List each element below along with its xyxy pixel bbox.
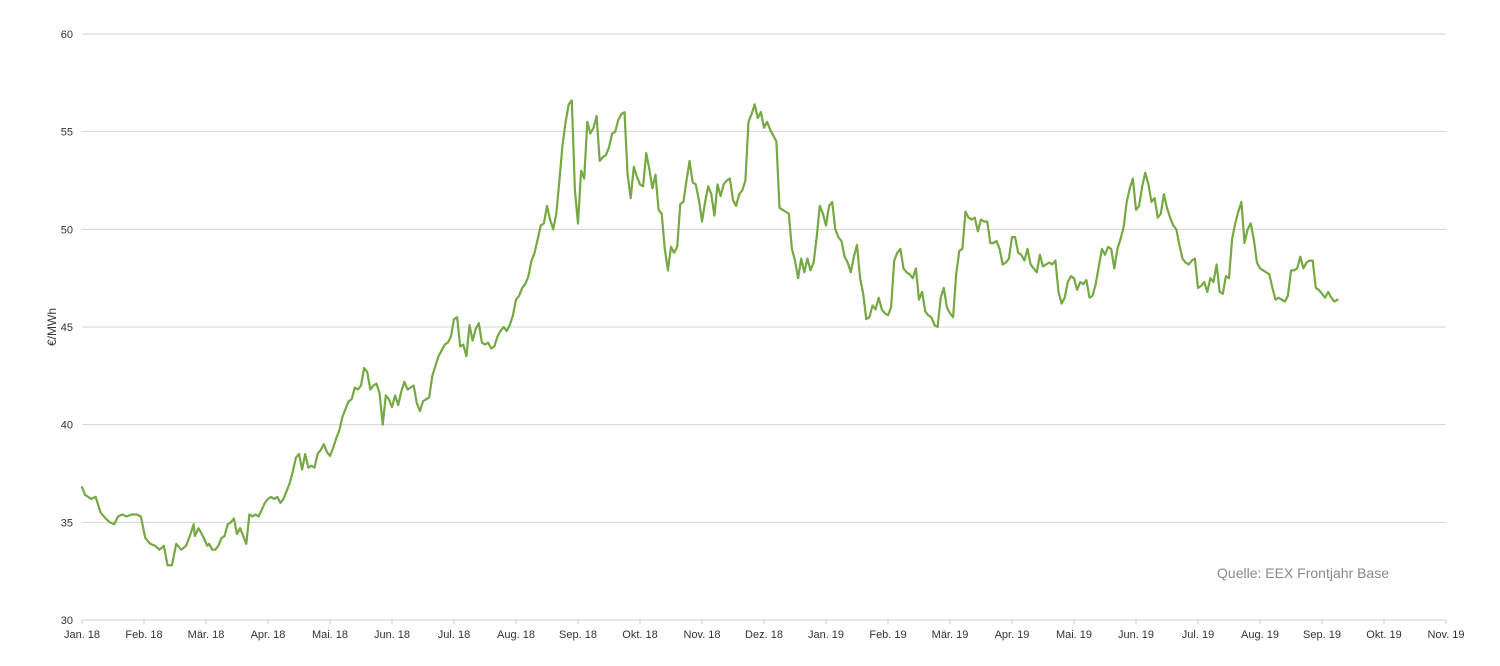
x-tick-label: Mai. 18 — [312, 629, 348, 641]
y-tick-label: 50 — [61, 224, 73, 236]
y-tick-label: 40 — [61, 420, 73, 432]
y-axis-tick-labels: 30 35 40 45 50 55 60 — [61, 29, 73, 627]
x-tick-label: Jan. 19 — [808, 629, 844, 641]
x-tick-label: Okt. 19 — [1366, 629, 1401, 641]
y-tick-label: 60 — [61, 29, 73, 41]
y-tick-label: 45 — [61, 322, 73, 334]
x-tick-label: Sep. 19 — [1303, 629, 1341, 641]
x-tick-label: Aug. 18 — [497, 629, 535, 641]
gridlines — [82, 33, 1446, 523]
x-tick-label: Mär. 18 — [188, 629, 225, 641]
x-tick-label: Dez. 18 — [745, 629, 783, 641]
x-tick-label: Feb. 18 — [125, 629, 162, 641]
x-tick-label: Jul. 19 — [1182, 629, 1214, 641]
x-tick-label: Jun. 18 — [374, 629, 410, 641]
x-tick-label: Nov. 18 — [683, 629, 720, 641]
x-tick-label: Feb. 19 — [869, 629, 906, 641]
source-note: Quelle: EEX Frontjahr Base — [1217, 565, 1389, 581]
x-tick-label: Jul. 18 — [438, 629, 470, 641]
x-tick-label: Mär. 19 — [932, 629, 969, 641]
x-tick-label: Apr. 19 — [995, 629, 1030, 641]
x-tick-label: Okt. 18 — [622, 629, 657, 641]
y-tick-label: 55 — [61, 127, 73, 139]
series-line — [80, 99, 1339, 567]
x-tick-label: Jan. 18 — [64, 629, 100, 641]
x-tick-label: Aug. 19 — [1241, 629, 1279, 641]
x-tick-label: Mai. 19 — [1056, 629, 1092, 641]
x-axis-tick-labels: Jan. 18 Feb. 18 Mär. 18 Apr. 18 Mai. 18 Jun. … — [64, 620, 1465, 641]
y-tick-label: 35 — [61, 517, 73, 529]
x-tick-label: Nov. 19 — [1427, 629, 1464, 641]
x-tick-label: Sep. 18 — [559, 629, 597, 641]
y-axis-title: €/MWh — [45, 308, 59, 346]
x-tick-label: Apr. 18 — [251, 629, 286, 641]
x-tick-label: Jun. 19 — [1118, 629, 1154, 641]
y-tick-label: 30 — [61, 615, 73, 627]
